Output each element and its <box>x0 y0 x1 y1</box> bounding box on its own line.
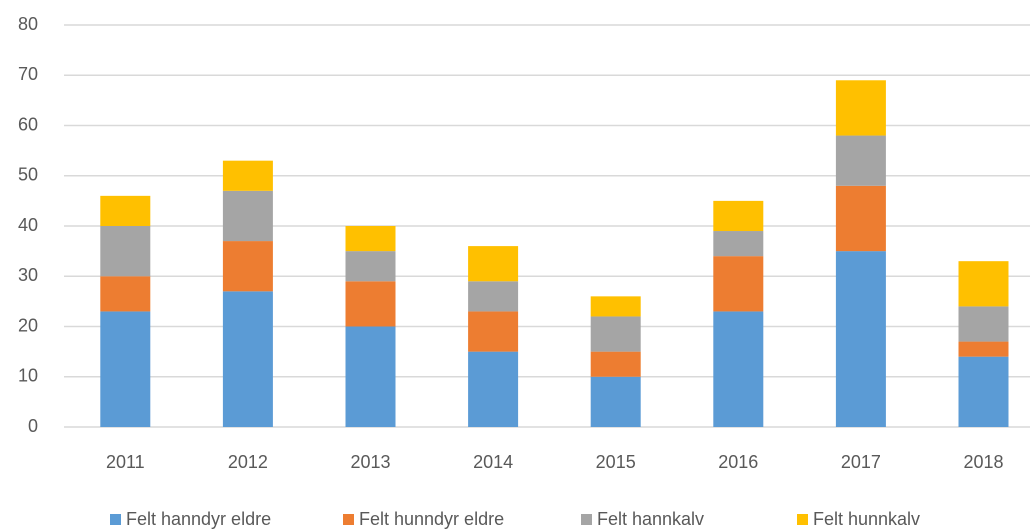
bar-segment <box>468 311 519 352</box>
bar-segment <box>713 256 764 312</box>
legend-label: Felt hannkalv <box>597 509 704 529</box>
y-tick-label: 40 <box>18 215 38 235</box>
y-tick-label: 0 <box>28 416 38 436</box>
legend-label: Felt hanndyr eldre <box>126 509 271 529</box>
bar-segment <box>713 311 764 427</box>
bar-segment <box>222 190 273 242</box>
bar-segment <box>222 291 273 427</box>
bar-segment <box>958 356 1009 427</box>
x-tick-label: 2011 <box>106 452 145 472</box>
y-tick-label: 30 <box>18 265 38 285</box>
legend-label: Felt hunnkalv <box>813 509 920 529</box>
bar-segment <box>100 311 151 427</box>
bar-segment <box>222 241 273 292</box>
legend-swatch <box>110 514 121 525</box>
bar-segment <box>100 226 151 277</box>
bar-segment <box>590 376 641 427</box>
bar-segment <box>222 160 273 191</box>
x-tick-label: 2016 <box>718 452 758 472</box>
x-tick-label: 2013 <box>350 452 390 472</box>
bar-segment <box>100 276 151 312</box>
bar-segment <box>345 251 396 282</box>
bar-segment <box>713 231 764 257</box>
bar-segment <box>590 316 641 352</box>
bar-segment <box>590 351 641 377</box>
y-tick-label: 60 <box>18 114 38 134</box>
y-tick-label: 50 <box>18 165 38 185</box>
bar-segment <box>958 261 1009 307</box>
legend-swatch <box>581 514 592 525</box>
bar-segment <box>345 226 396 252</box>
y-tick-label: 10 <box>18 366 38 386</box>
x-tick-label: 2012 <box>228 452 268 472</box>
legend-swatch <box>343 514 354 525</box>
bar-segment <box>835 80 886 136</box>
bar-segment <box>468 351 519 427</box>
x-tick-label: 2014 <box>473 452 513 472</box>
bar-segment <box>713 200 764 232</box>
legend-label: Felt hunndyr eldre <box>359 509 504 529</box>
y-tick-label: 80 <box>18 14 38 34</box>
bar-segment <box>835 185 886 252</box>
bar-segment <box>958 341 1009 357</box>
x-tick-label: 2015 <box>596 452 636 472</box>
bar-segment <box>590 296 641 317</box>
bar-segment <box>835 135 886 186</box>
bar-segment <box>468 281 519 312</box>
y-tick-label: 20 <box>18 315 38 335</box>
bar-segment <box>345 281 396 327</box>
bar-segment <box>958 306 1009 342</box>
y-tick-label: 70 <box>18 64 38 84</box>
x-tick-label: 2017 <box>841 452 881 472</box>
bar-segment <box>100 195 151 226</box>
bar-segment <box>345 326 396 427</box>
bar-segment <box>468 246 519 282</box>
x-tick-label: 2018 <box>963 452 1003 472</box>
bar-segment <box>835 251 886 427</box>
legend-swatch <box>797 514 808 525</box>
